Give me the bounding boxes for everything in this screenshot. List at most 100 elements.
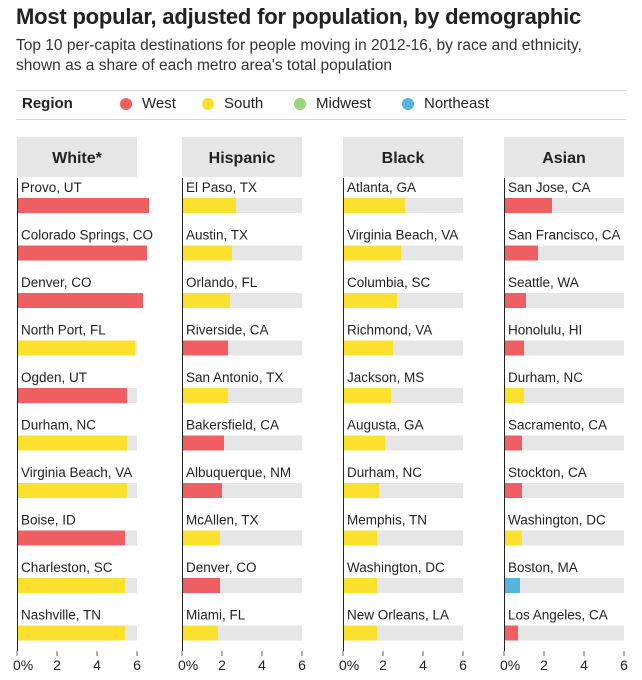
- bar-label: Denver, CO: [186, 560, 257, 575]
- legend-label-west: West: [142, 95, 176, 112]
- legend-swatch-northeast: [402, 97, 414, 110]
- bar-label: Boston, MA: [508, 560, 578, 575]
- bar-black-memphis-tn: [343, 530, 377, 546]
- bar-label: Orlando, FL: [186, 275, 258, 290]
- bar-asian-san-jose-ca: [504, 198, 552, 213]
- bar-label: Denver, CO: [21, 275, 92, 290]
- bar-white-colorado-springs-co: [17, 245, 147, 261]
- tick-label: 4: [93, 657, 101, 673]
- legend-label-midwest: Midwest: [316, 95, 372, 112]
- bar-label: El Paso, TX: [186, 180, 257, 195]
- panel-title-hispanic: Hispanic: [209, 150, 276, 167]
- bar-black-augusta-ga: [343, 435, 385, 451]
- tick-label: 0%: [13, 657, 33, 673]
- bar-label: Washington, DC: [347, 560, 445, 575]
- bar-track: [504, 578, 624, 593]
- legend-item-south: South: [202, 95, 263, 112]
- tick-label: 6: [133, 657, 141, 673]
- panel-title-white: White*: [52, 150, 103, 167]
- bar-white-durham-nc: [17, 435, 127, 451]
- bar-hispanic-albuquerque-nm: [182, 483, 222, 498]
- bar-track: [504, 293, 624, 308]
- bar-white-virginia-beach-va: [17, 483, 127, 498]
- bar-asian-honolulu-hi: [504, 340, 524, 356]
- bar-track: [504, 388, 624, 403]
- bar-track: [504, 483, 624, 498]
- bar-black-durham-nc: [343, 483, 379, 498]
- bar-asian-boston-ma: [504, 578, 520, 593]
- legend-item-west: West: [120, 95, 176, 112]
- bar-label: Durham, NC: [347, 465, 422, 480]
- panel-title-black: Black: [382, 150, 425, 167]
- chart-subtitle: Top 10 per-capita destinations for peopl…: [16, 37, 582, 74]
- legend-item-northeast: Northeast: [402, 95, 489, 112]
- bar-label: San Jose, CA: [508, 180, 591, 195]
- bar-label: Atlanta, GA: [347, 180, 416, 195]
- tick-label: 2: [218, 657, 226, 673]
- panel-header-white: [17, 137, 137, 177]
- bar-label: Colorado Springs, CO: [21, 228, 153, 243]
- bar-asian-sacramento-ca: [504, 435, 522, 451]
- bar-label: Durham, NC: [21, 418, 96, 433]
- legend: Region West South Midwest Northeast: [16, 90, 626, 120]
- bar-label: Bakersfield, CA: [186, 418, 279, 433]
- panel-header-asian: [504, 137, 624, 177]
- bar-black-jackson-ms: [343, 388, 391, 403]
- bar-label: Austin, TX: [186, 228, 248, 243]
- legend-swatch-south: [202, 97, 214, 110]
- bar-asian-stockton-ca: [504, 483, 522, 498]
- bar-black-richmond-va: [343, 340, 393, 356]
- bar-label: Columbia, SC: [347, 275, 431, 290]
- legend-swatch-west: [120, 97, 132, 110]
- panel-header-hispanic: [182, 137, 302, 177]
- bar-white-nashville-tn: [17, 625, 125, 641]
- panel-title-asian: Asian: [542, 150, 586, 167]
- bar-white-north-port-fl: [17, 340, 135, 356]
- tick-label: 6: [459, 657, 467, 673]
- bar-label: Durham, NC: [508, 370, 583, 385]
- bar-hispanic-orlando-fl: [182, 293, 230, 308]
- bar-label: Virginia Beach, VA: [347, 228, 458, 243]
- bar-label: North Port, FL: [21, 323, 106, 338]
- bar-label: Seattle, WA: [508, 275, 579, 290]
- bar-asian-san-francisco-ca: [504, 245, 538, 261]
- bar-hispanic-san-antonio-tx: [182, 388, 228, 403]
- bar-label: Honolulu, HI: [508, 323, 582, 338]
- bar-hispanic-denver-co: [182, 578, 220, 593]
- bar-label: San Francisco, CA: [508, 228, 621, 243]
- bar-asian-durham-nc: [504, 388, 524, 403]
- bar-black-virginia-beach-va: [343, 245, 401, 261]
- tick-label: 0%: [500, 657, 520, 673]
- bar-label: San Antonio, TX: [186, 370, 283, 385]
- tick-label: 0%: [339, 657, 359, 673]
- bar-track: [504, 530, 624, 546]
- legend-swatch-midwest: [294, 97, 306, 110]
- bar-track: [504, 435, 624, 451]
- bar-track: [504, 625, 624, 641]
- bar-label: Los Angeles, CA: [508, 608, 608, 623]
- tick-label: 2: [540, 657, 548, 673]
- bar-label: Richmond, VA: [347, 323, 432, 338]
- panel-header-black: [343, 137, 463, 177]
- bar-black-new-orleans-la: [343, 625, 377, 641]
- bar-black-atlanta-ga: [343, 198, 405, 213]
- bar-black-columbia-sc: [343, 293, 397, 308]
- bar-label: Riverside, CA: [186, 323, 269, 338]
- bar-label: New Orleans, LA: [347, 608, 449, 623]
- bar-label: McAllen, TX: [186, 513, 259, 528]
- bar-asian-seattle-wa: [504, 293, 526, 308]
- bar-label: Virginia Beach, VA: [21, 465, 132, 480]
- bar-label: Memphis, TN: [347, 513, 427, 528]
- bar-label: Provo, UT: [21, 180, 82, 195]
- bar-white-denver-co: [17, 293, 143, 308]
- bar-asian-los-angeles-ca: [504, 625, 518, 641]
- tick-label: 6: [620, 657, 628, 673]
- bar-label: Nashville, TN: [21, 608, 101, 623]
- tick-label: 2: [379, 657, 387, 673]
- bar-asian-washington-dc: [504, 530, 522, 546]
- bar-label: Ogden, UT: [21, 370, 87, 385]
- tick-label: 6: [298, 657, 306, 673]
- bar-label: Sacramento, CA: [508, 418, 607, 433]
- bar-hispanic-el-paso-tx: [182, 198, 236, 213]
